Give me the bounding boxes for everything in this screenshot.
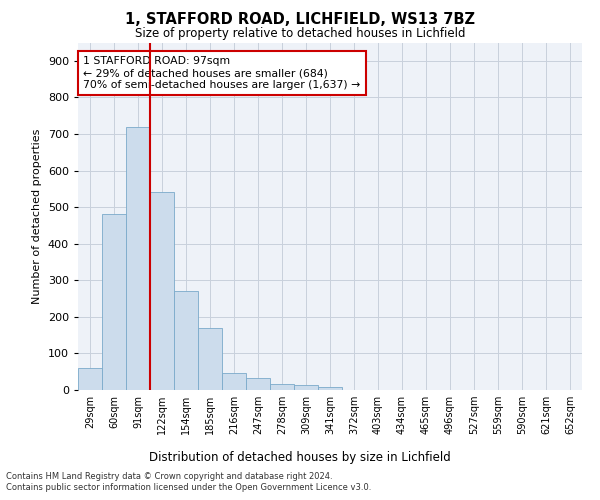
Bar: [270, 384, 294, 390]
Bar: [126, 126, 150, 390]
Bar: [102, 214, 126, 390]
Bar: [150, 192, 174, 390]
Text: Contains public sector information licensed under the Open Government Licence v3: Contains public sector information licen…: [6, 483, 371, 492]
Bar: [174, 291, 198, 390]
Bar: [318, 387, 342, 390]
Text: Size of property relative to detached houses in Lichfield: Size of property relative to detached ho…: [135, 28, 465, 40]
Bar: [222, 373, 246, 390]
Bar: [198, 328, 222, 390]
Text: Contains HM Land Registry data © Crown copyright and database right 2024.: Contains HM Land Registry data © Crown c…: [6, 472, 332, 481]
Bar: [246, 378, 270, 390]
Y-axis label: Number of detached properties: Number of detached properties: [32, 128, 42, 304]
Bar: [78, 368, 102, 390]
Text: 1, STAFFORD ROAD, LICHFIELD, WS13 7BZ: 1, STAFFORD ROAD, LICHFIELD, WS13 7BZ: [125, 12, 475, 28]
Text: Distribution of detached houses by size in Lichfield: Distribution of detached houses by size …: [149, 451, 451, 464]
Text: 1 STAFFORD ROAD: 97sqm
← 29% of detached houses are smaller (684)
70% of semi-de: 1 STAFFORD ROAD: 97sqm ← 29% of detached…: [83, 56, 360, 90]
Bar: [294, 385, 318, 390]
